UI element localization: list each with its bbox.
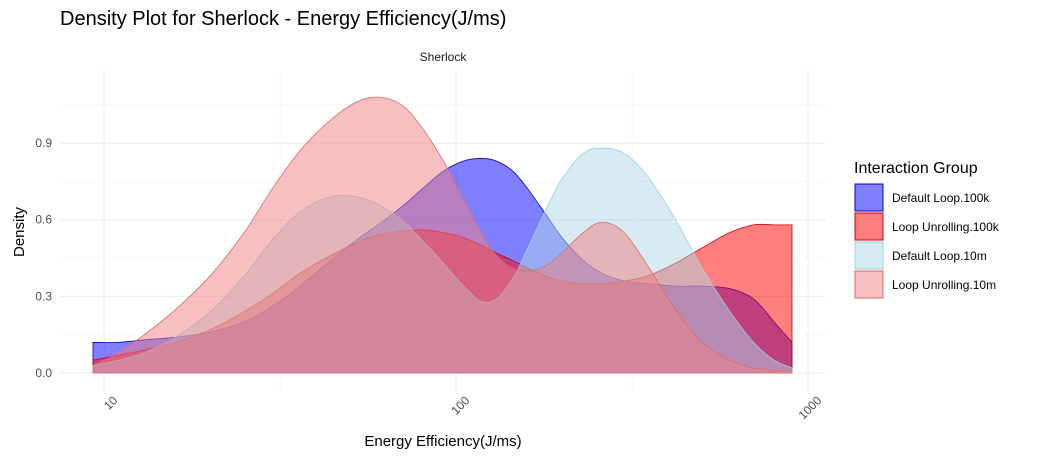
density-areas [92, 96, 793, 374]
legend-label: Loop Unrolling.100k [892, 220, 1000, 234]
y-tick-label: 0.6 [35, 213, 52, 227]
chart-title: Density Plot for Sherlock - Energy Effic… [60, 8, 507, 30]
x-tick-label: 10 [101, 393, 121, 413]
x-tick-labels: 10 100 1000 [101, 393, 825, 422]
y-axis-title: Density [11, 206, 28, 257]
y-tick-label: 0.9 [35, 136, 52, 150]
legend-label: Default Loop.10m [892, 249, 987, 263]
legend: Interaction Group Default Loop.100k Loop … [854, 160, 1000, 299]
legend-key [854, 212, 884, 241]
y-tick-label: 0.0 [35, 366, 52, 380]
legend-label: Default Loop.100k [892, 191, 990, 205]
legend-label: Loop Unrolling.10m [892, 278, 996, 292]
facet-strip-label: Sherlock [420, 50, 468, 64]
legend-key [854, 241, 884, 270]
y-tick-labels: 0.0 0.3 0.6 0.9 [35, 136, 52, 380]
legend-key [854, 270, 884, 299]
density-area-loop-unrolling-10m [92, 96, 793, 374]
x-tick-label: 1000 [796, 393, 825, 422]
legend-title: Interaction Group [854, 160, 978, 177]
legend-key [854, 183, 884, 212]
x-axis-title: Energy Efficiency(J/ms) [364, 433, 521, 450]
y-tick-label: 0.3 [35, 289, 52, 303]
x-tick-label: 100 [448, 393, 472, 417]
